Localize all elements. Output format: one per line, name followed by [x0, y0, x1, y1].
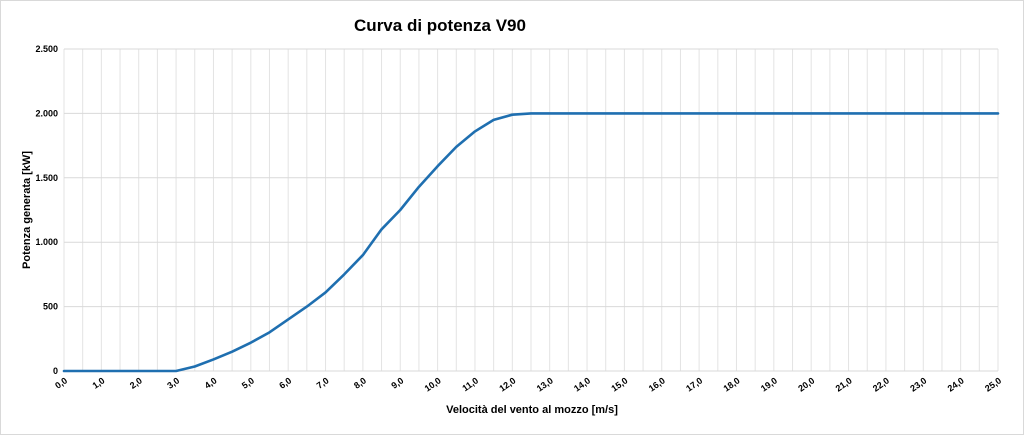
y-tick-label: 2.000 — [35, 108, 58, 118]
x-axis-label: Velocità del vento al mozzo [m/s] — [446, 404, 618, 416]
y-tick-labels: 0 500 1.000 1.500 2.000 2.500 — [35, 44, 58, 376]
y-tick-label: 1.000 — [35, 237, 58, 247]
y-axis-label: Potenza generata [kW] — [21, 151, 33, 269]
y-tick-label: 500 — [43, 302, 58, 312]
y-tick-label: 1.500 — [35, 173, 58, 183]
chart-title: Curva di potenza V90 — [354, 16, 526, 35]
y-tick-label: 2.500 — [35, 44, 58, 54]
series-line-0 — [62, 112, 1000, 373]
series-layer — [62, 112, 1000, 373]
y-tick-label: 0 — [53, 366, 58, 376]
